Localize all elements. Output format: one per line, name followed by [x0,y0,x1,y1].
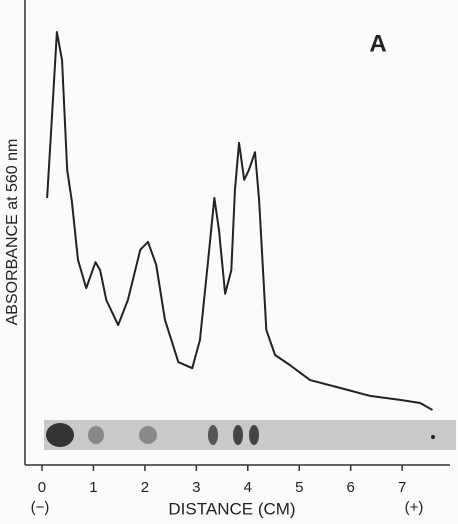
x-tick-label: 3 [192,479,200,496]
y-axis-label: ABSORBANCE at 560 nm [4,139,21,326]
x-tick-label: 1 [89,479,97,496]
x-start-label: (−) [31,499,50,516]
x-tick-label: 7 [398,479,406,496]
x-axis-label: DISTANCE (CM) [168,499,295,518]
x-tick-label: 2 [141,479,149,496]
x-tick-label: 0 [38,479,46,496]
panel-label: A [369,30,386,57]
x-tick-label: 4 [244,479,252,496]
gel-strip [44,420,456,450]
x-tick-label: 5 [295,479,303,496]
x-end-label: (+) [405,499,424,516]
trace-line [46,31,434,411]
x-tick-label: 6 [347,479,355,496]
